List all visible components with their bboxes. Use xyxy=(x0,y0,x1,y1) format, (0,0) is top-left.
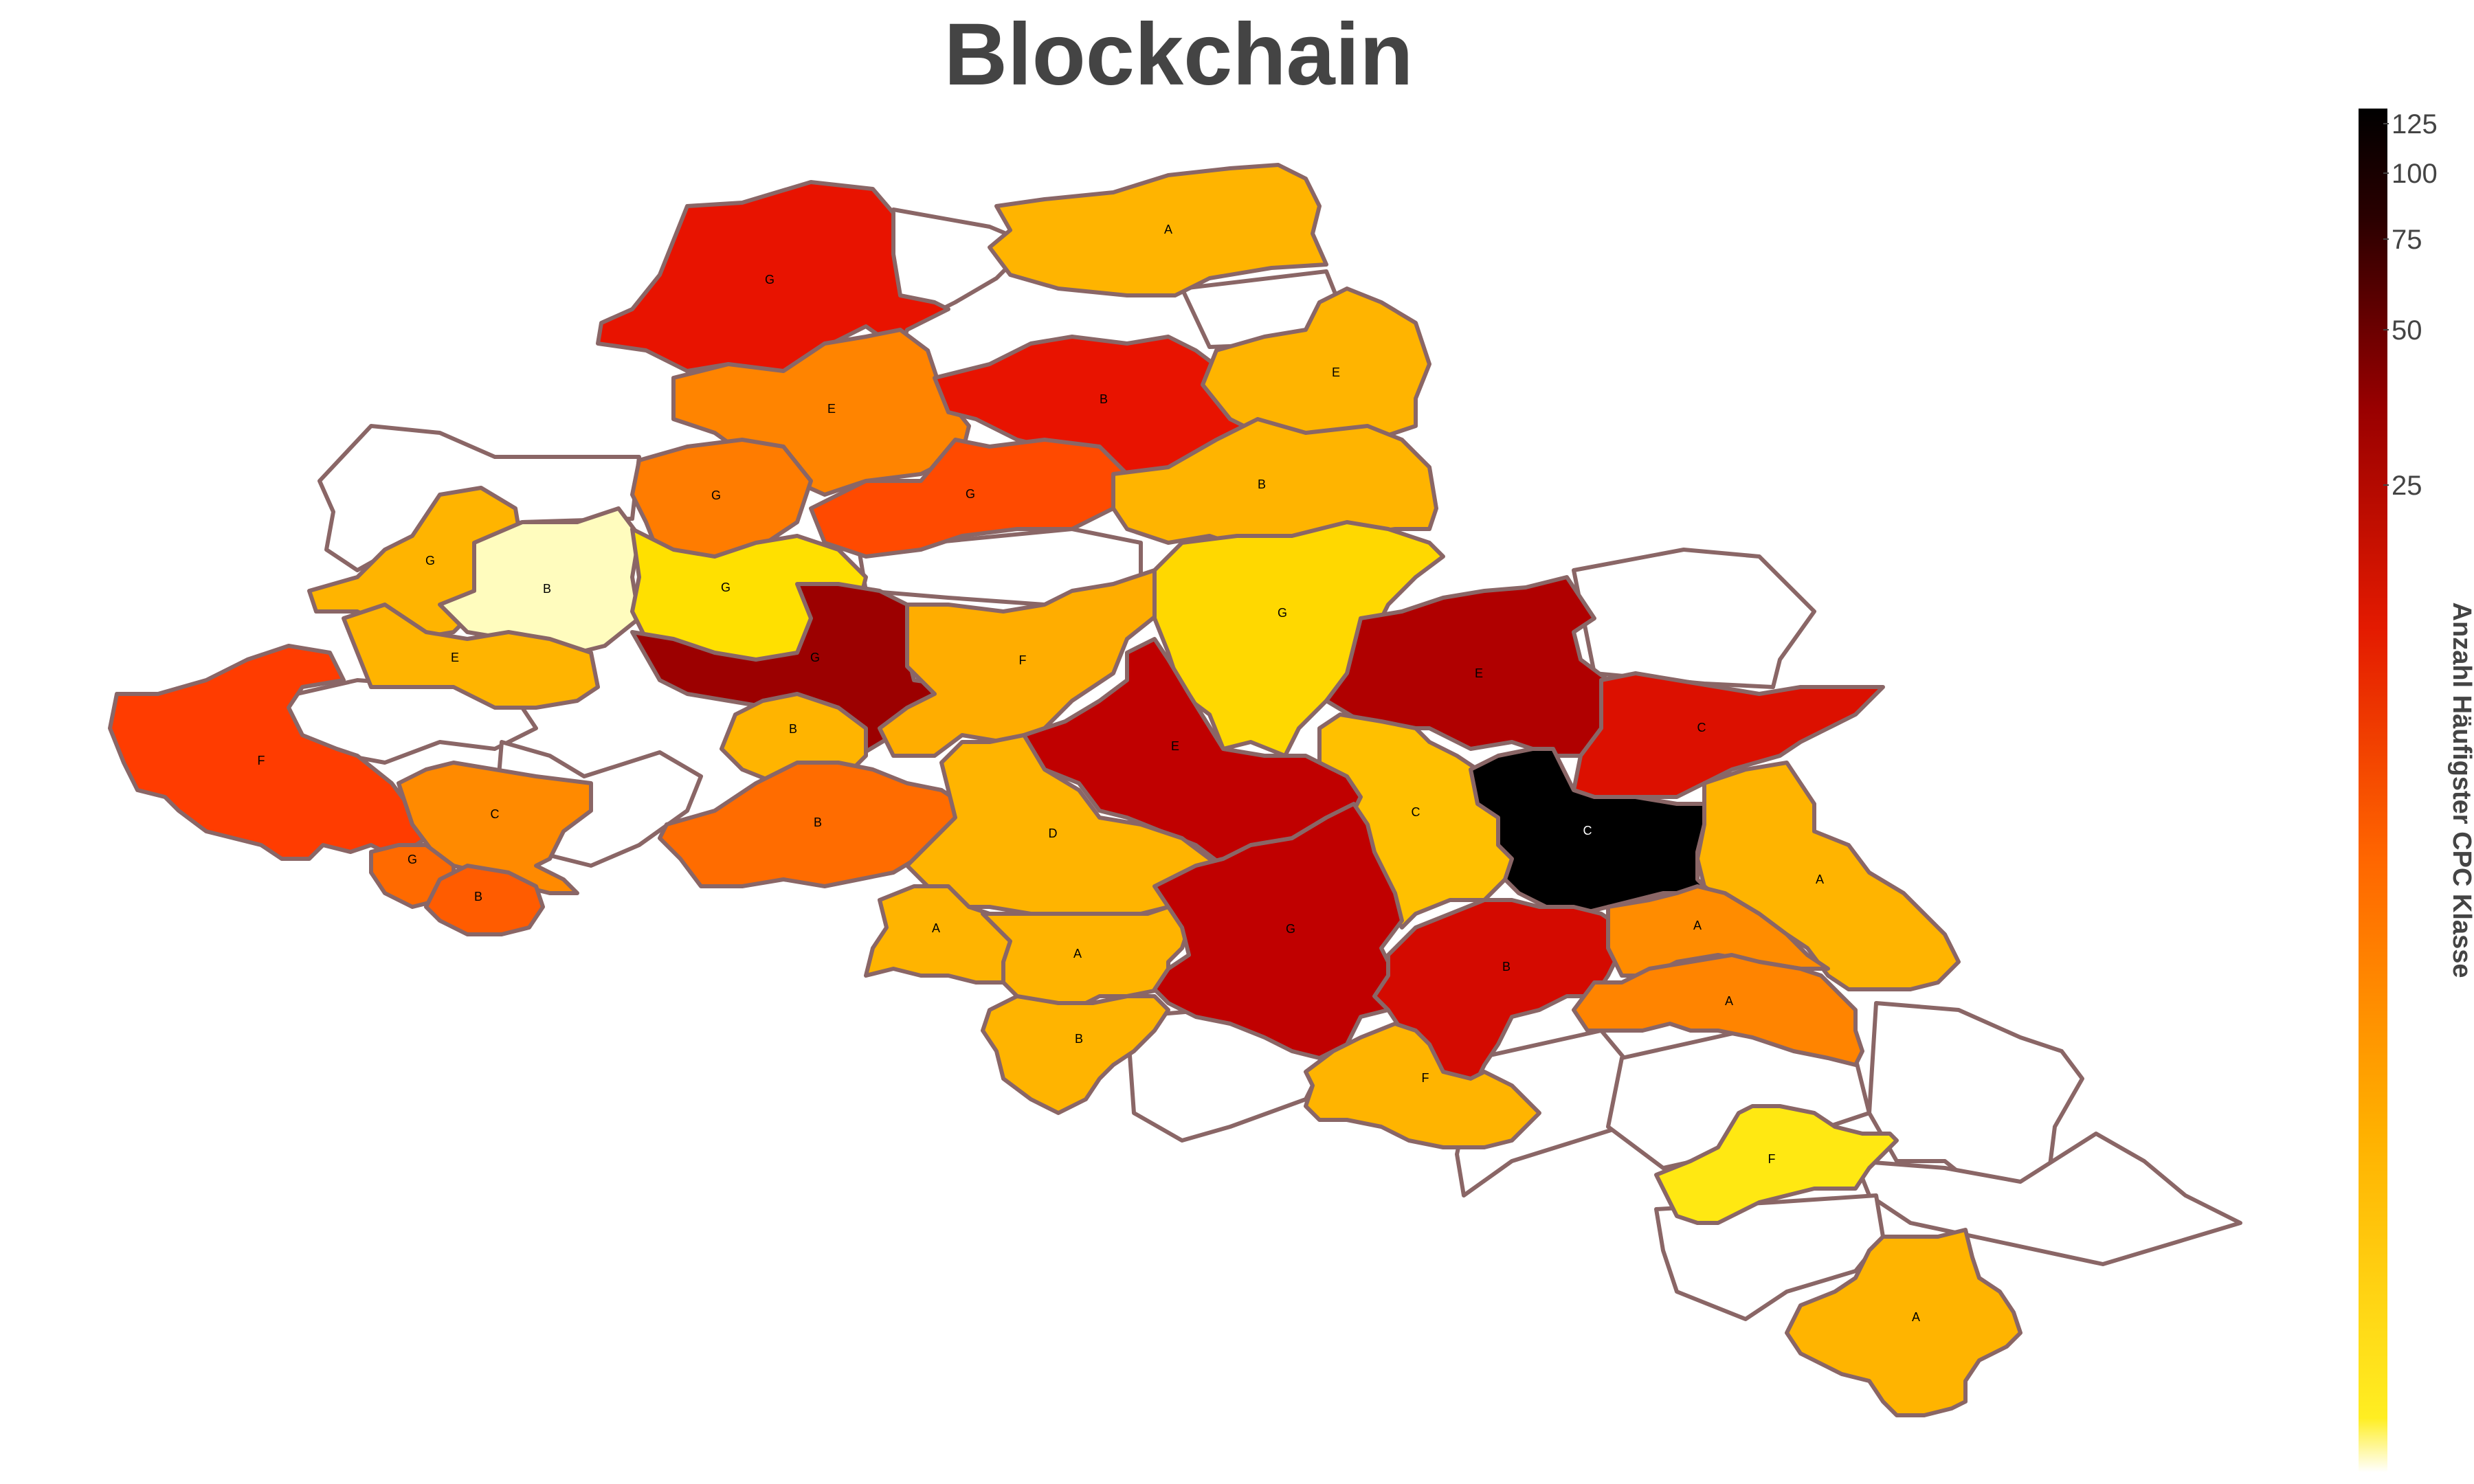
label-south-a-far: A xyxy=(1912,1310,1920,1324)
colorbar-tick-100: 100 xyxy=(2392,159,2438,189)
colorbar-tick-25: 25 xyxy=(2392,471,2422,501)
label-center-e: E xyxy=(1171,739,1179,753)
label-east-b: B xyxy=(1258,477,1266,491)
label-center-g-yellow: G xyxy=(1278,606,1287,620)
label-west-e: E xyxy=(451,651,459,664)
colorbar-ticks: 125 100 75 50 25 xyxy=(2383,109,2438,501)
region-north-a xyxy=(988,163,1328,297)
region-south-b xyxy=(981,994,1170,1115)
label-pale-b: B xyxy=(543,582,551,596)
label-south-a-2: A xyxy=(1073,947,1082,960)
label-south-g: G xyxy=(1286,922,1295,936)
label-north-e-west: E xyxy=(827,402,836,416)
no-data-region xyxy=(1867,1001,2084,1191)
region-south-b-red xyxy=(1372,898,1624,1081)
label-south-f: F xyxy=(1422,1071,1429,1085)
label-central-g-red: G xyxy=(966,487,975,501)
region-west-g-orange xyxy=(630,438,813,565)
no-data-region xyxy=(1455,1028,1638,1198)
label-far-west-g: G xyxy=(425,554,435,567)
label-north-a: A xyxy=(1164,223,1172,236)
region-south-a-far xyxy=(1785,1228,2022,1417)
label-mid-b-small: B xyxy=(789,722,797,736)
region-south-f xyxy=(1304,1022,1541,1149)
label-south-b: B xyxy=(1075,1032,1083,1046)
label-west-g-orange: G xyxy=(711,488,721,502)
label-center-c-yellow: C xyxy=(1412,805,1420,819)
label-south-a-orange-2: A xyxy=(1725,994,1733,1008)
label-north-g: G xyxy=(765,273,774,286)
no-data-region xyxy=(1654,1193,1885,1321)
label-yellow-g: G xyxy=(721,581,731,594)
region-center-f xyxy=(878,568,1163,758)
colorbar: 125 100 75 50 25 Anzahl Häufigster CPC K… xyxy=(2359,109,2474,1472)
label-west-b-small: B xyxy=(474,890,482,903)
colorbar-title: Anzahl Häufigster CPC Klasse xyxy=(2447,603,2474,978)
label-center-f: F xyxy=(1019,653,1027,667)
label-north-b: B xyxy=(1100,392,1108,406)
colorbar-tick-75: 75 xyxy=(2392,225,2422,255)
label-south-f-yellow: F xyxy=(1768,1152,1776,1166)
region-east-b xyxy=(1111,417,1438,552)
map-title: Blockchain xyxy=(944,5,1414,104)
label-east-c-red: C xyxy=(1697,721,1706,734)
region-west-e xyxy=(342,603,600,710)
label-center-c-black: C xyxy=(1583,824,1592,837)
region-south-f-yellow xyxy=(1654,1104,1899,1225)
label-mid-b: B xyxy=(814,816,822,829)
label-far-west-f: F xyxy=(258,754,265,767)
colorbar-tick-125: 125 xyxy=(2392,109,2438,139)
label-center-d: D xyxy=(1049,827,1058,840)
label-west-c: C xyxy=(491,807,500,821)
label-darkred-strip: G xyxy=(810,651,820,664)
data-regions xyxy=(108,163,2022,1417)
colorbar-tick-50: 50 xyxy=(2392,315,2422,346)
label-south-a-orange: A xyxy=(1693,919,1702,932)
region-pale-b xyxy=(438,506,641,655)
colorbar-gradient xyxy=(2359,109,2387,1472)
no-data-region xyxy=(1572,548,1816,689)
label-east-e: E xyxy=(1475,666,1483,680)
label-northeast-e: E xyxy=(1332,366,1340,379)
region-west-b-small xyxy=(424,864,545,936)
label-south-a-1: A xyxy=(932,921,940,935)
region-labels: G A E B E G G B G B G E G F G E C F C G … xyxy=(258,223,1921,1324)
region-north-g xyxy=(596,180,950,387)
region-south-a-orange-2 xyxy=(1572,953,1864,1067)
label-south-b-red: B xyxy=(1502,960,1511,974)
label-west-g-small: G xyxy=(408,853,417,866)
label-east-a: A xyxy=(1816,873,1824,886)
